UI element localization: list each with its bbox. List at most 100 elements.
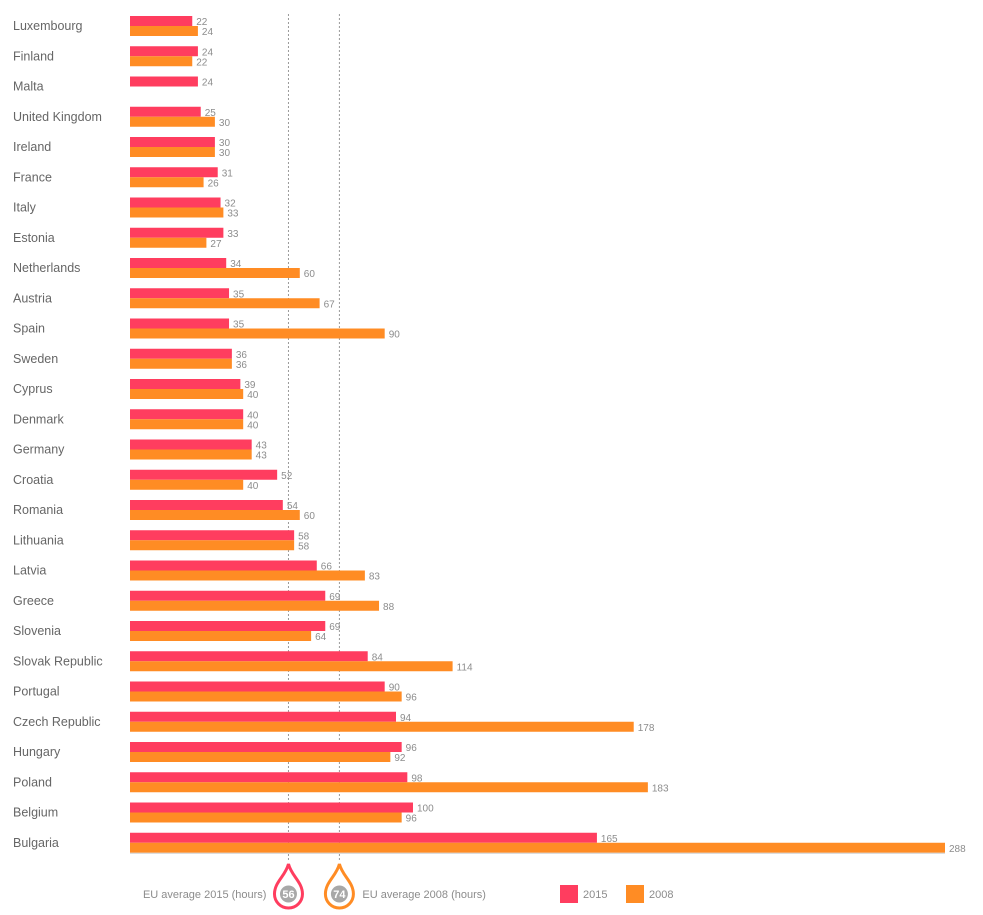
category-label-italy: Italy xyxy=(13,201,37,215)
footer-legend: 56 EU average 2015 (hours) 74 EU average 20… xyxy=(143,863,673,910)
bar-croatia-2015 xyxy=(130,469,278,480)
bars xyxy=(130,16,945,853)
value-label-romania-2008: 60 xyxy=(304,511,316,522)
value-label-romania-2015: 54 xyxy=(287,501,299,512)
bar-portugal-2015 xyxy=(130,681,385,692)
value-label-netherlands-2008: 60 xyxy=(304,269,316,280)
bar-estonia-2015 xyxy=(130,227,224,238)
value-label-netherlands-2015: 34 xyxy=(230,259,242,270)
category-label-hungary: Hungary xyxy=(13,745,61,759)
value-label-united-kingdom-2008: 30 xyxy=(219,118,231,129)
bar-finland-2015 xyxy=(130,46,198,57)
value-label-france-2015: 31 xyxy=(222,168,234,179)
value-label-sweden-2008: 36 xyxy=(236,360,248,371)
value-label-spain-2015: 35 xyxy=(233,320,245,331)
value-label-austria-2008: 67 xyxy=(324,299,336,310)
bar-croatia-2008 xyxy=(130,479,244,490)
value-label-poland-2008: 183 xyxy=(652,783,669,794)
value-label-estonia-2015: 33 xyxy=(227,229,239,240)
value-label-bulgaria-2008: 288 xyxy=(949,844,966,855)
value-label-bulgaria-2015: 165 xyxy=(601,834,618,845)
value-label-ireland-2008: 30 xyxy=(219,148,231,159)
reference-marker-eu-average-2015-hours: 56 xyxy=(272,863,304,910)
bar-italy-2008 xyxy=(130,207,224,218)
bar-bulgaria-2015 xyxy=(130,832,597,843)
value-label-france-2008: 26 xyxy=(208,178,220,189)
bar-austria-2015 xyxy=(130,288,230,299)
category-label-bulgaria: Bulgaria xyxy=(13,836,59,850)
bar-denmark-2008 xyxy=(130,419,244,430)
category-label-austria: Austria xyxy=(13,291,52,305)
bar-greece-2015 xyxy=(130,590,326,601)
value-label-hungary-2008: 92 xyxy=(394,753,406,764)
reference-label-eu-average-2015-hours: EU average 2015 (hours) xyxy=(143,889,267,901)
legend-swatch-2015 xyxy=(560,885,578,903)
category-label-lithuania: Lithuania xyxy=(13,533,64,547)
value-label-finland-2015: 24 xyxy=(202,47,214,58)
value-label-luxembourg-2015: 22 xyxy=(196,17,208,28)
bar-romania-2015 xyxy=(130,500,283,510)
bar-sweden-2015 xyxy=(130,348,232,359)
value-label-hungary-2015: 96 xyxy=(406,743,418,754)
bar-ireland-2008 xyxy=(130,147,215,157)
value-label-estonia-2008: 27 xyxy=(210,239,222,250)
value-label-cyprus-2015: 39 xyxy=(244,380,256,391)
value-label-denmark-2015: 40 xyxy=(247,410,259,421)
value-label-slovenia-2015: 69 xyxy=(329,622,341,633)
bar-lithuania-2008 xyxy=(130,540,295,551)
category-label-belgium: Belgium xyxy=(13,806,58,820)
value-label-austria-2015: 35 xyxy=(233,289,245,300)
bar-latvia-2008 xyxy=(130,570,365,581)
legend-swatch-2008 xyxy=(626,885,644,903)
category-label-malta: Malta xyxy=(13,80,44,94)
bar-hungary-2015 xyxy=(130,742,402,752)
bar-finland-2008 xyxy=(130,56,193,67)
bar-bulgaria-2008 xyxy=(130,842,945,853)
value-label-ireland-2015: 30 xyxy=(219,138,231,149)
bar-spain-2015 xyxy=(130,318,230,329)
bar-ireland-2015 xyxy=(130,137,215,147)
category-label-denmark: Denmark xyxy=(13,412,64,426)
category-label-spain: Spain xyxy=(13,322,45,336)
bar-france-2008 xyxy=(130,177,204,188)
value-label-luxembourg-2008: 24 xyxy=(202,27,214,38)
reference-marker-badge xyxy=(330,885,348,903)
bar-czech-republic-2015 xyxy=(130,711,397,722)
value-label-poland-2015: 98 xyxy=(411,773,423,784)
legend-item-2015: 2015 xyxy=(560,885,607,903)
value-label-germany-2008: 43 xyxy=(256,451,268,462)
value-label-greece-2015: 69 xyxy=(329,592,341,603)
value-label-portugal-2008: 96 xyxy=(406,693,418,704)
bar-czech-republic-2008 xyxy=(130,721,634,732)
value-label-italy-2015: 32 xyxy=(225,199,237,210)
value-label-belgium-2008: 96 xyxy=(406,814,418,825)
bar-latvia-2015 xyxy=(130,560,317,571)
bar-italy-2015 xyxy=(130,197,221,208)
bar-cyprus-2008 xyxy=(130,389,244,399)
value-label-czech-republic-2008: 178 xyxy=(638,723,655,734)
bar-belgium-2008 xyxy=(130,812,402,823)
bar-netherlands-2008 xyxy=(130,268,300,278)
bar-cyprus-2015 xyxy=(130,379,241,389)
bar-slovenia-2008 xyxy=(130,631,312,641)
category-label-germany: Germany xyxy=(13,443,65,457)
category-label-cyprus: Cyprus xyxy=(13,382,53,396)
bar-poland-2008 xyxy=(130,782,648,793)
category-label-croatia: Croatia xyxy=(13,473,53,487)
value-label-sweden-2015: 36 xyxy=(236,350,248,361)
category-label-finland: Finland xyxy=(13,49,54,63)
category-label-greece: Greece xyxy=(13,594,54,608)
value-label-slovak-republic-2008: 114 xyxy=(457,662,473,673)
legend-label-2015: 2015 xyxy=(583,889,607,901)
value-label-malta-2015: 24 xyxy=(202,78,214,89)
value-label-lithuania-2008: 58 xyxy=(298,541,310,552)
bar-greece-2008 xyxy=(130,600,380,611)
value-label-latvia-2015: 66 xyxy=(321,562,333,573)
bar-slovak-republic-2008 xyxy=(130,661,453,672)
category-label-poland: Poland xyxy=(13,775,52,789)
bar-malta-2015 xyxy=(130,76,198,87)
bar-slovenia-2015 xyxy=(130,621,326,631)
bar-germany-2015 xyxy=(130,439,252,450)
value-label-slovenia-2008: 64 xyxy=(315,632,327,643)
category-label-luxembourg: Luxembourg xyxy=(13,19,83,33)
